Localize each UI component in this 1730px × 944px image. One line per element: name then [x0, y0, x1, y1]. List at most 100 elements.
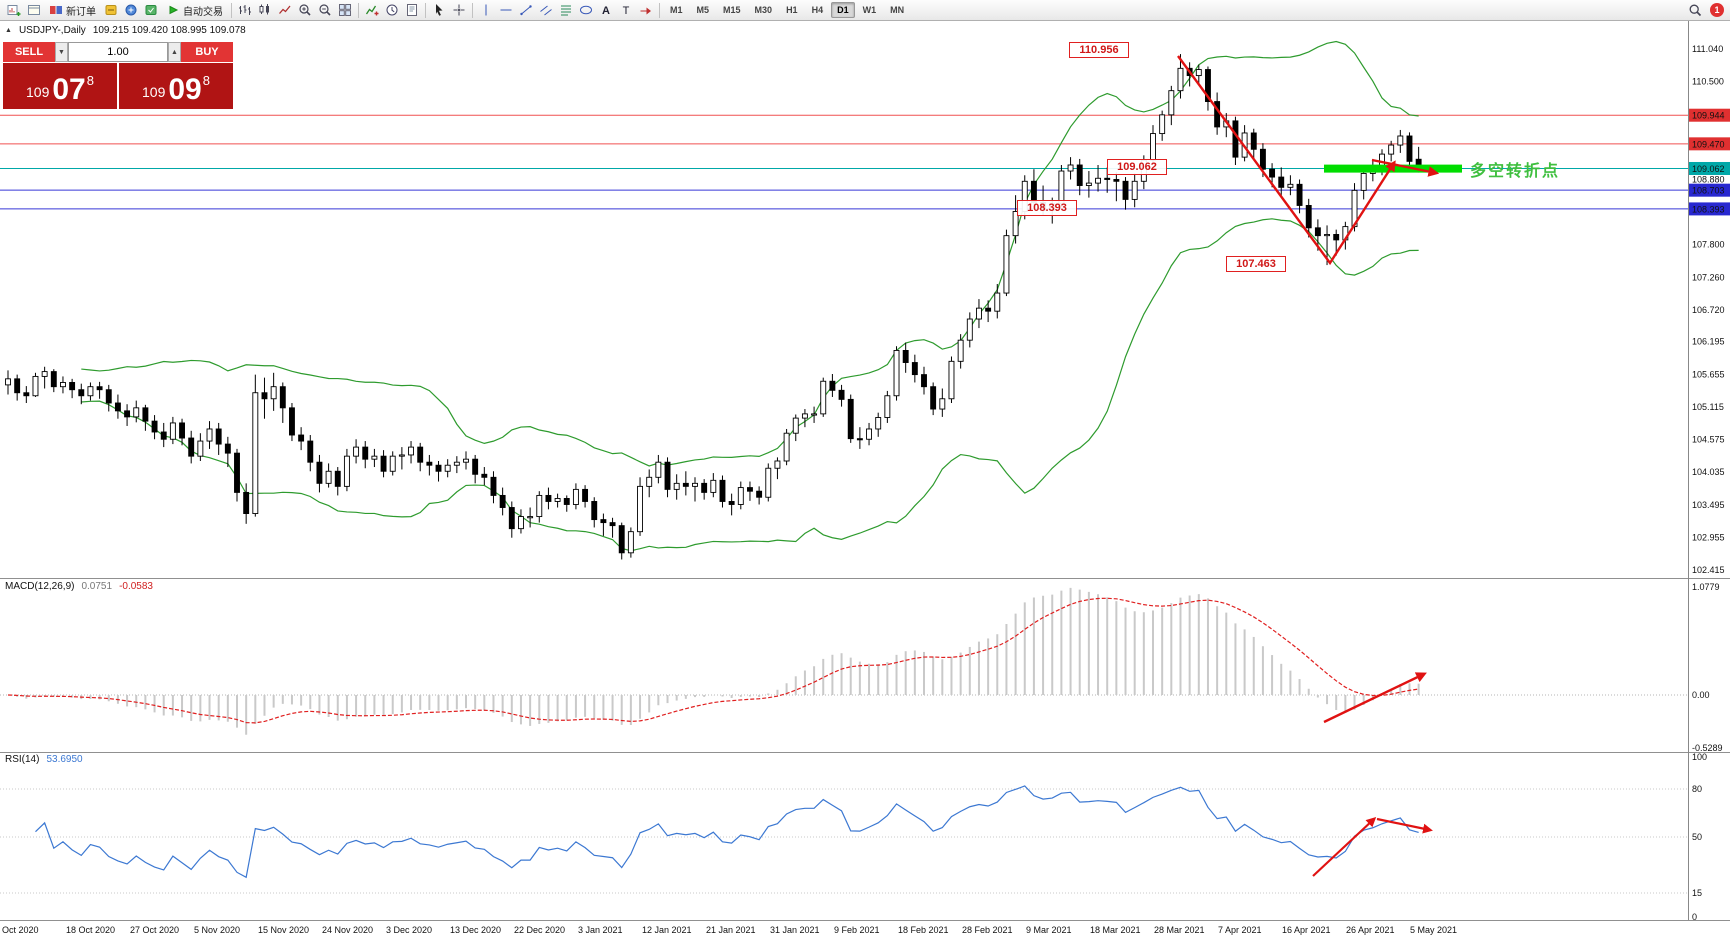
- periods-button[interactable]: [382, 1, 402, 19]
- templates-button[interactable]: [402, 1, 422, 19]
- timeframe-button-d1[interactable]: D1: [831, 2, 855, 18]
- toolbar-separator: [358, 2, 359, 18]
- timeframe-button-m5[interactable]: M5: [696, 5, 710, 15]
- sell-button[interactable]: SELL: [3, 42, 55, 62]
- svg-text:104.575: 104.575: [1692, 435, 1725, 445]
- profiles-button[interactable]: [24, 1, 44, 19]
- svg-text:28 Mar 2021: 28 Mar 2021: [1154, 925, 1205, 935]
- bid-big-digits: 07: [52, 73, 86, 106]
- macd-trend-arrow[interactable]: [1323, 672, 1427, 724]
- new-order-button[interactable]: 新订单: [44, 1, 101, 19]
- crosshair-button[interactable]: [449, 1, 469, 19]
- ohlc-values: 109.215 109.420 108.995 109.078: [92, 25, 246, 36]
- svg-text:18 Oct 2020: 18 Oct 2020: [66, 925, 115, 935]
- price-annotation-box[interactable]: 108.393: [1017, 200, 1077, 216]
- ask-price-box[interactable]: 109 09 8: [119, 63, 233, 109]
- svg-text:Oct 2020: Oct 2020: [2, 925, 39, 935]
- macd-value: 0.0751: [81, 581, 113, 592]
- timeframe-button-w1[interactable]: W1: [862, 5, 877, 15]
- price-annotation-box[interactable]: 109.062: [1107, 159, 1167, 175]
- toolbar-separator: [472, 2, 473, 18]
- turning-point-label[interactable]: 多空转折点: [1470, 163, 1561, 180]
- vertical-line-button[interactable]: [476, 1, 496, 19]
- ask-big-digits: 09: [168, 73, 202, 106]
- signals-button[interactable]: [141, 1, 161, 19]
- svg-text:108.880: 108.880: [1692, 174, 1725, 184]
- timeframe-button-h4[interactable]: H4: [811, 5, 824, 15]
- svg-text:106.195: 106.195: [1692, 337, 1725, 347]
- candlesticks: [5, 54, 1422, 560]
- svg-text:-0.5289: -0.5289: [1692, 743, 1723, 753]
- timeframe-button-m30[interactable]: M30: [754, 5, 773, 15]
- svg-text:18 Feb 2021: 18 Feb 2021: [898, 925, 949, 935]
- buy-button[interactable]: BUY: [181, 42, 233, 62]
- volume-up-button[interactable]: ▲: [168, 42, 181, 62]
- cursor-button[interactable]: [429, 1, 449, 19]
- collapse-panel-icon[interactable]: ▲: [5, 27, 12, 34]
- ask-pip-digit: 8: [202, 73, 210, 88]
- macd-indicator-label: MACD(12,26,9) 0.0751 -0.0583: [5, 581, 153, 592]
- svg-text:107.800: 107.800: [1692, 240, 1725, 250]
- bid-prefix: 109: [26, 84, 50, 100]
- svg-text:103.495: 103.495: [1692, 500, 1725, 510]
- timeframe-button-m15[interactable]: M15: [723, 5, 741, 15]
- label-button[interactable]: T: [616, 1, 636, 19]
- price-annotation-box[interactable]: 107.463: [1226, 256, 1286, 272]
- main-chart-panel[interactable]: [0, 40, 1688, 560]
- indicators-button[interactable]: [362, 1, 382, 19]
- rsi-trend-arrow[interactable]: [1376, 817, 1433, 834]
- line-chart-button[interactable]: [275, 1, 295, 19]
- channel-button[interactable]: [536, 1, 556, 19]
- rsi-trend-arrow[interactable]: [1312, 816, 1377, 877]
- toolbar: 新订单 自动交易 A T M1 M5 M15 M30 H1 H4 D1 W1 MN 1: [0, 0, 1730, 21]
- market-button[interactable]: [121, 1, 141, 19]
- text-button[interactable]: A: [596, 1, 616, 19]
- volume-input[interactable]: [68, 42, 168, 62]
- svg-text:1.0779: 1.0779: [1692, 582, 1720, 592]
- ask-prefix: 109: [142, 84, 166, 100]
- date-axis: Oct 2020 18 Oct 2020 27 Oct 2020 5 Nov 2020…: [2, 925, 1457, 935]
- svg-text:0.00: 0.00: [1692, 690, 1710, 700]
- bollinger-upper-band: [81, 40, 1419, 467]
- horizontal-line-button[interactable]: [496, 1, 516, 19]
- bid-price-box[interactable]: 109 07 8: [3, 63, 117, 109]
- notifications-badge[interactable]: 1: [1710, 3, 1724, 17]
- timeframe-button-h1[interactable]: H1: [786, 5, 798, 15]
- trendline-button[interactable]: [516, 1, 536, 19]
- zoom-in-button[interactable]: [295, 1, 315, 19]
- fibonacci-button[interactable]: [556, 1, 576, 19]
- svg-text:18 Mar 2021: 18 Mar 2021: [1090, 925, 1141, 935]
- price-tag: [1689, 108, 1730, 122]
- arrows-button[interactable]: [636, 1, 656, 19]
- timeframe-button-mn[interactable]: MN: [890, 5, 905, 15]
- svg-text:16 Apr 2021: 16 Apr 2021: [1282, 925, 1331, 935]
- timeframe-button-m1[interactable]: M1: [670, 5, 683, 15]
- rsi-panel: [0, 785, 1688, 894]
- shapes-button[interactable]: [576, 1, 596, 19]
- zoom-out-button[interactable]: [315, 1, 335, 19]
- new-chart-button[interactable]: [4, 1, 24, 19]
- candlestick-chart-button[interactable]: [255, 1, 275, 19]
- rsi-value: 53.6950: [46, 754, 83, 765]
- price-annotation-box[interactable]: 110.956: [1069, 42, 1129, 58]
- volume-down-button[interactable]: ▼: [55, 42, 68, 62]
- svg-text:102.955: 102.955: [1692, 532, 1725, 542]
- toolbar-buttons: 新订单 自动交易 A T M1 M5 M15 M30 H1 H4 D1 W1 MN: [4, 0, 911, 20]
- pullback-arrow[interactable]: [1371, 158, 1440, 177]
- svg-text:9 Mar 2021: 9 Mar 2021: [1026, 925, 1072, 935]
- svg-text:3 Jan 2021: 3 Jan 2021: [578, 925, 623, 935]
- autotrading-button[interactable]: 自动交易: [161, 1, 228, 19]
- price-axis: 111.040 110.500 108.880 107.800 107.260 106.7…: [1689, 44, 1730, 922]
- svg-text:21 Jan 2021: 21 Jan 2021: [706, 925, 756, 935]
- bar-chart-button[interactable]: [235, 1, 255, 19]
- metaeditor-button[interactable]: [101, 1, 121, 19]
- trend-zigzag-arrow[interactable]: [1177, 55, 1396, 266]
- tile-windows-button[interactable]: [335, 1, 355, 19]
- price-tag: [1689, 137, 1730, 151]
- svg-text:0: 0: [1692, 912, 1697, 922]
- search-icon[interactable]: [1685, 1, 1705, 19]
- svg-text:15 Nov 2020: 15 Nov 2020: [258, 925, 309, 935]
- svg-text:109.470: 109.470: [1692, 139, 1725, 149]
